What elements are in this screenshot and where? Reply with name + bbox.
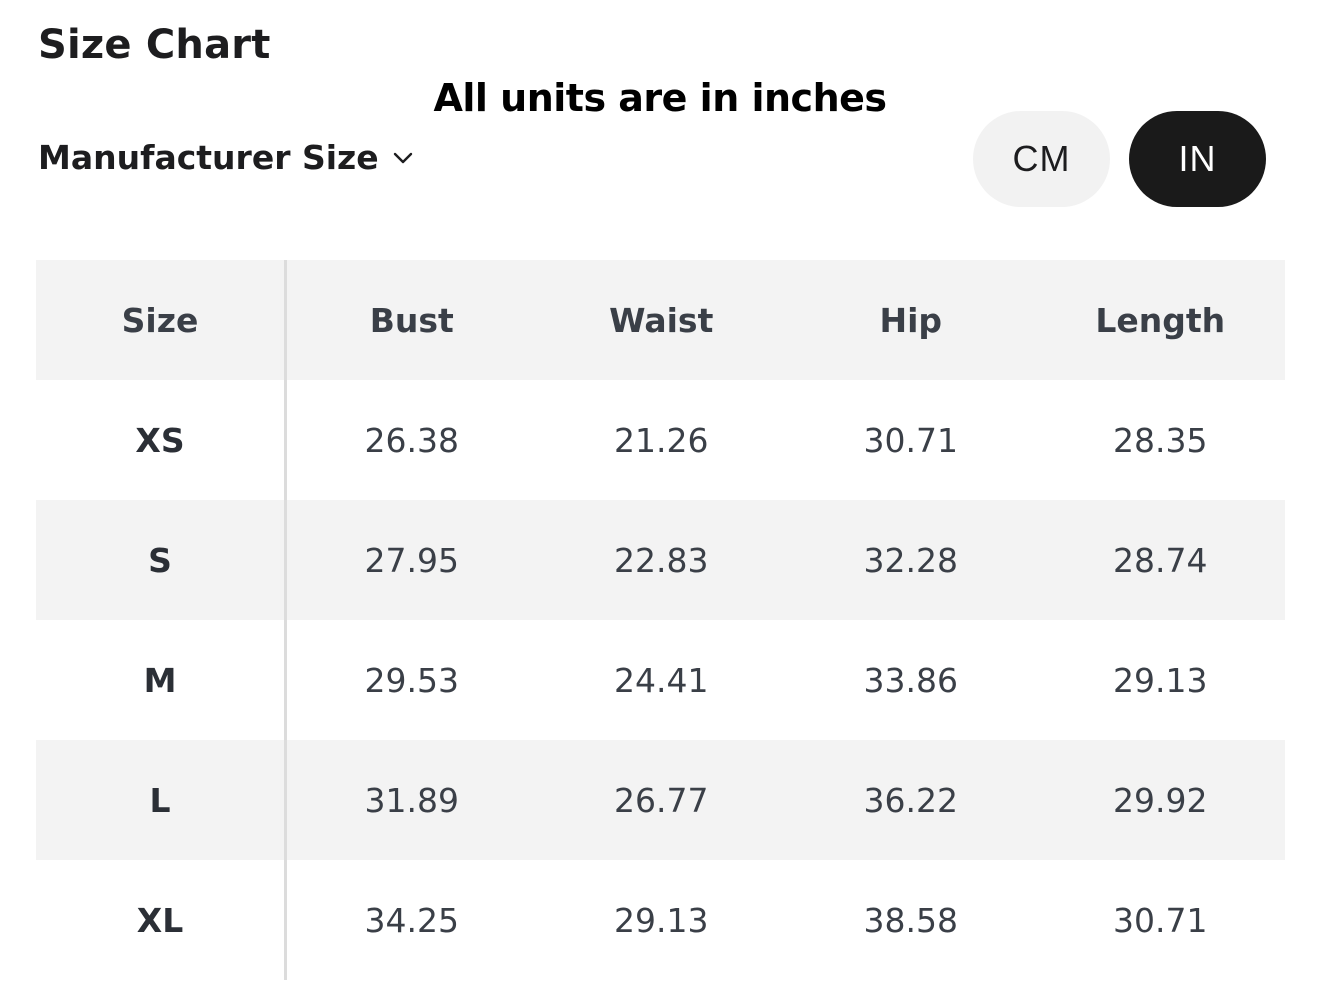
- hip-cell: 38.58: [863, 900, 958, 940]
- table-row: L 31.89 26.77 36.22 29.92: [36, 740, 1285, 860]
- header-bust: Bust: [369, 300, 454, 340]
- size-cell: XS: [36, 380, 287, 500]
- bust-cell: 27.95: [364, 540, 459, 580]
- table-row: XL 34.25 29.13 38.58 30.71: [36, 860, 1285, 980]
- length-cell: 28.74: [1113, 540, 1208, 580]
- unit-toggle: CM IN: [973, 111, 1266, 207]
- bust-cell: 29.53: [364, 660, 459, 700]
- hip-cell: 33.86: [863, 660, 958, 700]
- waist-cell: 29.13: [614, 900, 709, 940]
- hip-cell: 36.22: [863, 780, 958, 820]
- waist-cell: 24.41: [614, 660, 709, 700]
- size-system-dropdown[interactable]: Manufacturer Size: [38, 136, 415, 180]
- header-waist: Waist: [609, 300, 714, 340]
- unit-cm-button[interactable]: CM: [973, 111, 1110, 207]
- size-cell: S: [36, 500, 287, 620]
- waist-cell: 26.77: [614, 780, 709, 820]
- table-row: XS 26.38 21.26 30.71 28.35: [36, 380, 1285, 500]
- header-length: Length: [1095, 300, 1226, 340]
- hip-cell: 32.28: [863, 540, 958, 580]
- unit-in-button[interactable]: IN: [1129, 111, 1266, 207]
- bust-cell: 34.25: [364, 900, 459, 940]
- length-cell: 30.71: [1113, 900, 1208, 940]
- hip-cell: 30.71: [863, 420, 958, 460]
- header-hip: Hip: [879, 300, 943, 340]
- size-table: Size Bust Waist Hip Length XS 26.38 21.2…: [36, 260, 1285, 980]
- table-row: S 27.95 22.83 32.28 28.74: [36, 500, 1285, 620]
- page-title: Size Chart: [38, 22, 271, 68]
- header-size: Size: [36, 260, 287, 380]
- chevron-down-icon: [393, 152, 412, 164]
- size-cell: M: [36, 620, 287, 740]
- bust-cell: 26.38: [364, 420, 459, 460]
- length-cell: 29.92: [1113, 780, 1208, 820]
- units-note: All units are in inches: [433, 76, 887, 120]
- size-cell: XL: [36, 860, 287, 980]
- waist-cell: 21.26: [614, 420, 709, 460]
- length-cell: 29.13: [1113, 660, 1208, 700]
- length-cell: 28.35: [1113, 420, 1208, 460]
- waist-cell: 22.83: [614, 540, 709, 580]
- size-system-label: Manufacturer Size: [38, 138, 379, 177]
- table-header-row: Size Bust Waist Hip Length: [36, 260, 1285, 380]
- bust-cell: 31.89: [364, 780, 459, 820]
- size-cell: L: [36, 740, 287, 860]
- table-row: M 29.53 24.41 33.86 29.13: [36, 620, 1285, 740]
